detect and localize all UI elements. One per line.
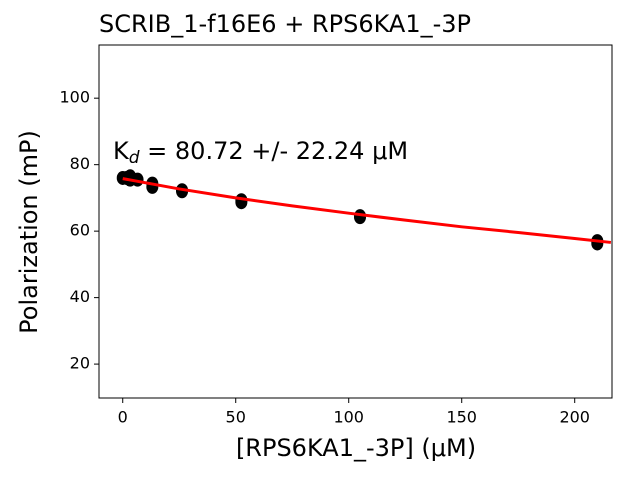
y-tick-label: 60 <box>70 221 90 240</box>
x-tick-label: 150 <box>446 408 477 427</box>
y-tick-label: 80 <box>70 154 90 173</box>
fit-line <box>122 177 612 244</box>
x-tick-label: 50 <box>226 408 246 427</box>
data-point <box>354 210 367 225</box>
x-tick-label: 100 <box>333 408 364 427</box>
x-tick-label: 200 <box>559 408 590 427</box>
chart-title: SCRIB_1-f16E6 + RPS6KA1_-3P <box>99 10 471 38</box>
y-tick-label: 40 <box>70 287 90 306</box>
annotation-subscript: d <box>129 148 140 168</box>
annotation-rest: = 80.72 +/- 22.24 μM <box>140 137 409 165</box>
data-point <box>591 236 604 251</box>
x-axis-label: [RPS6KA1_-3P] (μM) <box>236 434 476 462</box>
plot-frame <box>98 44 613 399</box>
annotation-main: K <box>113 137 130 165</box>
y-tick-label: 20 <box>70 354 90 373</box>
y-tick-label: 100 <box>59 88 90 107</box>
annotation: Kd = 80.72 +/- 22.24 μM <box>113 137 408 168</box>
y-axis-label: Polarization (mP) <box>15 130 43 334</box>
x-tick-label: 0 <box>118 408 128 427</box>
